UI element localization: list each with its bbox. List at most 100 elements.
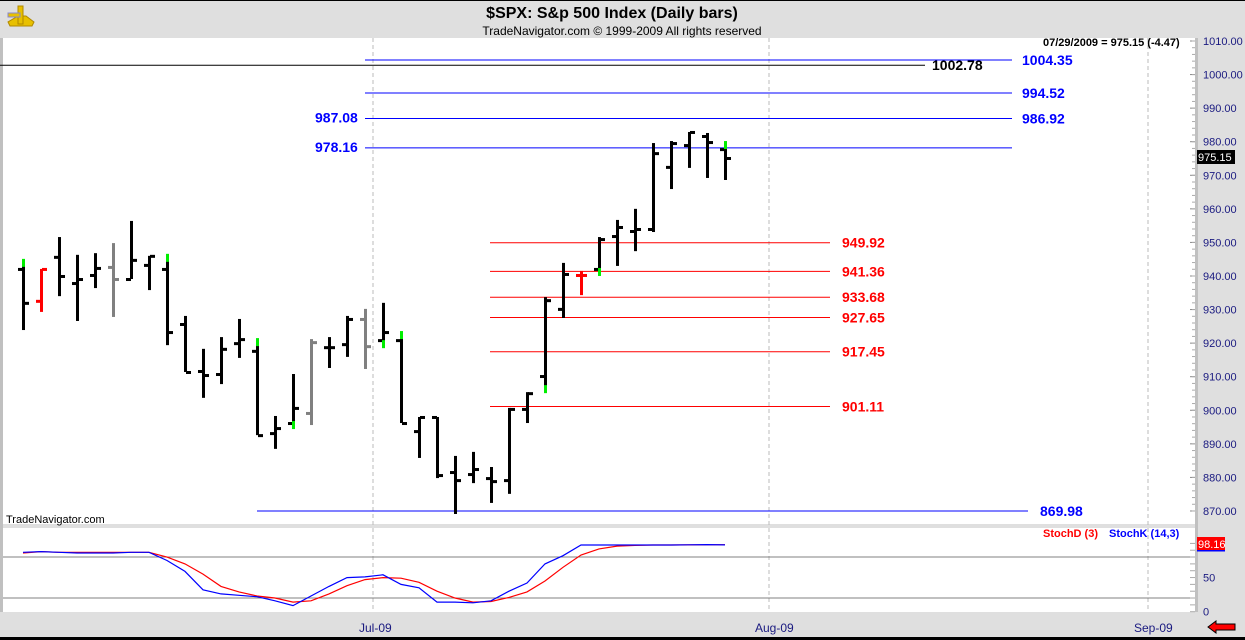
ohlc-bar-open bbox=[54, 255, 59, 259]
legend-stochd: StochD (3) bbox=[1043, 528, 1098, 540]
price-panel bbox=[3, 38, 1195, 524]
stoch-last-label: 98.16 bbox=[1198, 539, 1226, 551]
ohlc-bar-close bbox=[600, 238, 605, 242]
stoch-last-box bbox=[1197, 537, 1225, 551]
level-label: 986.92 bbox=[1022, 110, 1065, 126]
level-label: 869.98 bbox=[1040, 503, 1083, 519]
ohlc-bar-close bbox=[474, 468, 479, 472]
ohlc-bar-close bbox=[420, 415, 425, 419]
ohlc-bar-close bbox=[402, 422, 407, 426]
ohlc-bar-close bbox=[42, 267, 47, 271]
ohlc-bar-close bbox=[312, 341, 317, 345]
ohlc-bar-close bbox=[150, 254, 155, 258]
ohlc-bar-close bbox=[240, 338, 245, 342]
ohlc-bar-close bbox=[438, 474, 443, 478]
ohlc-bar-close bbox=[168, 331, 173, 335]
ohlc-bar-close bbox=[582, 273, 587, 277]
level-label: 901.11 bbox=[842, 399, 884, 415]
ohlc-bar-open bbox=[396, 339, 401, 343]
y-tick-label: 940.00 bbox=[1203, 271, 1237, 283]
y-tick-label: 930.00 bbox=[1203, 305, 1237, 317]
ohlc-bar-open bbox=[576, 273, 581, 277]
ohlc-bar-open bbox=[306, 411, 311, 415]
ohlc-bar-range bbox=[40, 268, 43, 312]
ohlc-bar-range bbox=[526, 392, 529, 424]
y-tick-label: 870.00 bbox=[1203, 506, 1237, 518]
ohlc-bar-open bbox=[252, 349, 257, 353]
ohlc-bar-range bbox=[130, 220, 133, 280]
level-label: 917.45 bbox=[842, 344, 885, 360]
ohlc-bar-open bbox=[594, 267, 599, 271]
ohlc-bar-range bbox=[112, 243, 115, 317]
ohlc-bar-range bbox=[652, 143, 655, 233]
ohlc-bar-open bbox=[666, 165, 671, 169]
ohlc-bar-range bbox=[148, 255, 151, 291]
new-low-marker bbox=[382, 340, 385, 349]
ohlc-bar-open bbox=[468, 473, 473, 477]
new-low-marker bbox=[598, 267, 601, 276]
ohlc-bar-range bbox=[364, 308, 367, 369]
ohlc-bar-close bbox=[726, 156, 731, 160]
ohlc-bar-open bbox=[180, 322, 185, 326]
x-tick-label: Sep-09 bbox=[1134, 621, 1173, 635]
ohlc-bar-range bbox=[724, 142, 727, 180]
ohlc-bar-open bbox=[702, 135, 707, 139]
ohlc-bar-range bbox=[184, 315, 187, 373]
ohlc-bar-open bbox=[378, 339, 383, 343]
ohlc-bar-open bbox=[108, 265, 113, 269]
ohlc-bar-open bbox=[486, 477, 491, 481]
ohlc-bar-close bbox=[96, 266, 101, 270]
new-high-marker bbox=[166, 253, 169, 262]
ohlc-bar-open bbox=[630, 230, 635, 234]
ohlc-bar-open bbox=[612, 235, 617, 239]
ohlc-bar-open bbox=[504, 479, 509, 483]
ohlc-bar-open bbox=[144, 263, 149, 267]
bottom-border bbox=[0, 637, 1245, 640]
ohlc-bar-open bbox=[162, 267, 167, 271]
ohlc-bar-range bbox=[598, 237, 601, 275]
y-tick-label: 880.00 bbox=[1203, 472, 1237, 484]
ohlc-bar-close bbox=[618, 225, 623, 229]
ohlc-bar-close bbox=[528, 392, 533, 396]
y-tick-label: 980.00 bbox=[1203, 137, 1237, 149]
last-price-label: 975.15 bbox=[1198, 152, 1232, 164]
left-border bbox=[0, 38, 3, 612]
level-label: 1004.35 bbox=[1022, 52, 1073, 68]
ohlc-bar-range bbox=[472, 451, 475, 484]
ohlc-bar-range bbox=[508, 407, 511, 494]
ohlc-bar-range bbox=[670, 141, 673, 190]
new-high-marker bbox=[22, 258, 25, 267]
ohlc-bar-open bbox=[90, 273, 95, 277]
ohlc-bar-open bbox=[126, 278, 131, 282]
stoch-tick-label: 50 bbox=[1203, 573, 1215, 585]
ohlc-bar-close bbox=[510, 407, 515, 411]
ohlc-bar-close bbox=[690, 130, 695, 134]
ohlc-bar-close bbox=[456, 479, 461, 483]
left-arrow-icon[interactable] bbox=[1207, 620, 1236, 634]
ohlc-bar-close bbox=[366, 345, 371, 349]
ohlc-bar-range bbox=[490, 467, 493, 503]
ohlc-bar-range bbox=[616, 219, 619, 266]
y-tick-label: 920.00 bbox=[1203, 338, 1237, 350]
header-bar bbox=[0, 0, 1245, 38]
ohlc-bar-close bbox=[114, 278, 119, 282]
ohlc-bar-open bbox=[414, 430, 419, 434]
ohlc-bar-range bbox=[454, 455, 457, 515]
ohlc-bar-range bbox=[310, 339, 313, 426]
level-label: 994.52 bbox=[1022, 85, 1065, 101]
new-high-marker bbox=[256, 338, 259, 347]
ohlc-bar-open bbox=[72, 282, 77, 286]
ohlc-bar-range bbox=[274, 415, 277, 449]
ohlc-bar-open bbox=[324, 346, 329, 350]
ohlc-bar-range bbox=[418, 416, 421, 458]
last-price-box bbox=[1197, 150, 1235, 164]
ohlc-bar-range bbox=[544, 297, 547, 393]
ohlc-bar-open bbox=[522, 407, 527, 411]
level-label: 927.65 bbox=[842, 309, 885, 325]
ohlc-bar-open bbox=[288, 422, 293, 426]
ohlc-bar-range bbox=[256, 339, 259, 436]
ohlc-bar-close bbox=[132, 258, 137, 262]
legend-stochk: StochK (14,3) bbox=[1109, 528, 1180, 540]
ohlc-bar-range bbox=[688, 131, 691, 168]
